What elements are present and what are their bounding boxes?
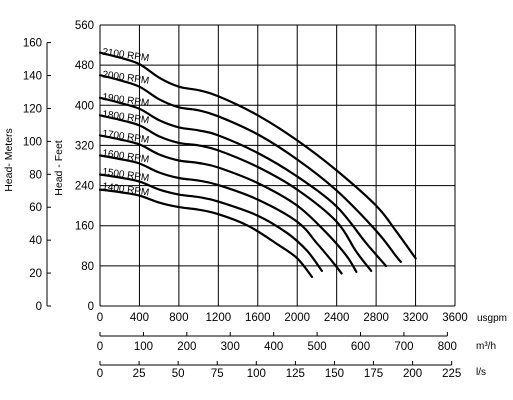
- x-tick-label-usgpm: 2400: [324, 312, 350, 324]
- axes: 0 80 160 240 320 400 480 560 Head - Feet 0 20 40 60 8…: [3, 20, 507, 380]
- x-tick-label-ls: 100: [247, 368, 266, 380]
- x-tick-label-ls: 25: [133, 368, 146, 380]
- y-tick-label-meters: 120: [23, 103, 42, 115]
- x-tick-label-usgpm: 3200: [403, 312, 429, 324]
- y-tick-label-meters: 20: [29, 268, 42, 280]
- y-tick-label-feet: 160: [75, 221, 94, 233]
- grid: [99, 24, 456, 307]
- x-tick-label-m3h: 100: [134, 341, 153, 353]
- curve-2000-rpm: [98, 74, 402, 263]
- x-axis-unit-m3h: m³/h: [476, 341, 496, 352]
- x-tick-label-usgpm: 1200: [206, 312, 232, 324]
- curve-1500-rpm: [98, 173, 323, 272]
- y-tick-label-feet: 80: [81, 261, 94, 273]
- x-tick-label-usgpm: 1600: [245, 312, 271, 324]
- x-tick-label-usgpm: 0: [97, 312, 103, 324]
- y-tick-label-feet: 320: [75, 140, 94, 152]
- x-tick-label-ls: 175: [364, 368, 383, 380]
- curve-label: 1700 RPM: [102, 128, 150, 145]
- x-tick-label-usgpm: 2800: [363, 312, 389, 324]
- curve-label: 2100 RPM: [102, 47, 150, 64]
- curve-label: 1600 RPM: [102, 148, 150, 165]
- curve-1800-rpm: [98, 114, 373, 272]
- x-tick-label-usgpm: 400: [130, 312, 149, 324]
- x-tick-label-ls: 150: [325, 368, 344, 380]
- x-tick-label-m3h: 0: [97, 341, 103, 353]
- y-tick-label-meters: 60: [29, 202, 42, 214]
- x-tick-label-m3h: 300: [221, 341, 240, 353]
- pump-curves: [98, 51, 417, 278]
- x-tick-label-ls: 125: [286, 368, 305, 380]
- y-axis-title-feet: Head - Feet: [53, 140, 65, 196]
- x-tick-label-m3h: 200: [177, 341, 196, 353]
- x-tick-label-m3h: 800: [438, 341, 457, 353]
- x-tick-label-ls: 50: [172, 368, 185, 380]
- y-tick-label-meters: 140: [23, 71, 42, 83]
- y-tick-label-feet: 400: [75, 100, 94, 112]
- x-tick-label-m3h: 400: [264, 341, 283, 353]
- y-tick-label-meters: 100: [23, 136, 42, 148]
- x-tick-label-m3h: 500: [307, 341, 326, 353]
- curve-1600-rpm: [98, 154, 343, 275]
- y-tick-label-feet: 480: [75, 60, 94, 72]
- y-tick-label-meters: 0: [36, 301, 42, 313]
- y-tick-label-feet: 0: [88, 301, 94, 313]
- x-axis-unit-usgpm: usgpm: [477, 313, 507, 324]
- curve-1700-rpm: [98, 134, 358, 273]
- y-tick-label-meters: 160: [23, 38, 42, 50]
- y-tick-label-meters: 40: [29, 235, 42, 247]
- y-tick-label-meters: 80: [29, 169, 42, 181]
- curve-label: 2000 RPM: [102, 69, 150, 86]
- y-tick-label-feet: 240: [75, 181, 94, 193]
- x-tick-label-ls: 200: [403, 368, 422, 380]
- x-tick-label-m3h: 600: [351, 341, 370, 353]
- y-tick-label-feet: 560: [75, 20, 94, 32]
- x-tick-label-usgpm: 2000: [284, 312, 310, 324]
- curve-2100-rpm: [98, 51, 417, 260]
- x-tick-label-usgpm: 800: [169, 312, 188, 324]
- x-tick-label-ls: 0: [97, 368, 103, 380]
- curve-1400-rpm: [98, 188, 314, 278]
- y-axis-title-meters: Head- Meters: [3, 128, 15, 192]
- curve-1900-rpm: [98, 96, 388, 267]
- curve-label: 1900 RPM: [102, 92, 150, 109]
- x-tick-label-usgpm: 3600: [442, 312, 468, 324]
- x-tick-label-m3h: 700: [394, 341, 413, 353]
- x-tick-label-ls: 225: [442, 368, 461, 380]
- x-axis-unit-ls: l/s: [476, 367, 486, 378]
- x-tick-label-ls: 75: [211, 368, 224, 380]
